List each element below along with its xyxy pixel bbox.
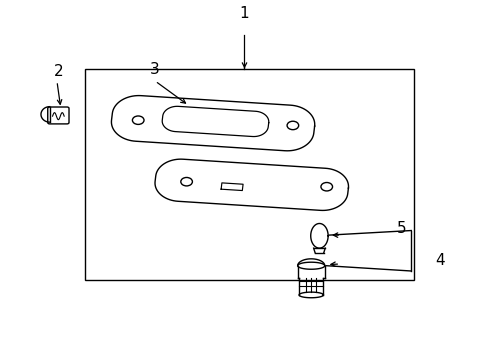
Text: 4: 4 [435,253,444,268]
Text: 2: 2 [54,64,63,79]
Text: 5: 5 [396,221,406,236]
Text: 3: 3 [150,62,160,77]
Text: 1: 1 [239,6,249,21]
Bar [85,69,413,280]
